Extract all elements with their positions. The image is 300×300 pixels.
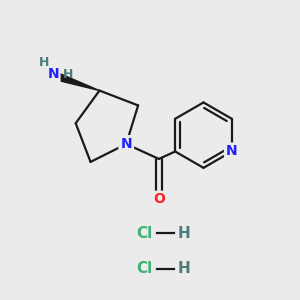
Text: H: H: [178, 226, 190, 241]
Text: N: N: [226, 145, 238, 158]
Polygon shape: [54, 72, 100, 91]
Text: H: H: [63, 68, 74, 81]
Text: Cl: Cl: [136, 226, 152, 241]
Text: H: H: [39, 56, 50, 69]
Text: N: N: [120, 137, 132, 151]
Text: H: H: [178, 261, 190, 276]
Text: N: N: [48, 67, 59, 81]
Text: Cl: Cl: [136, 261, 152, 276]
Text: O: O: [153, 192, 165, 206]
